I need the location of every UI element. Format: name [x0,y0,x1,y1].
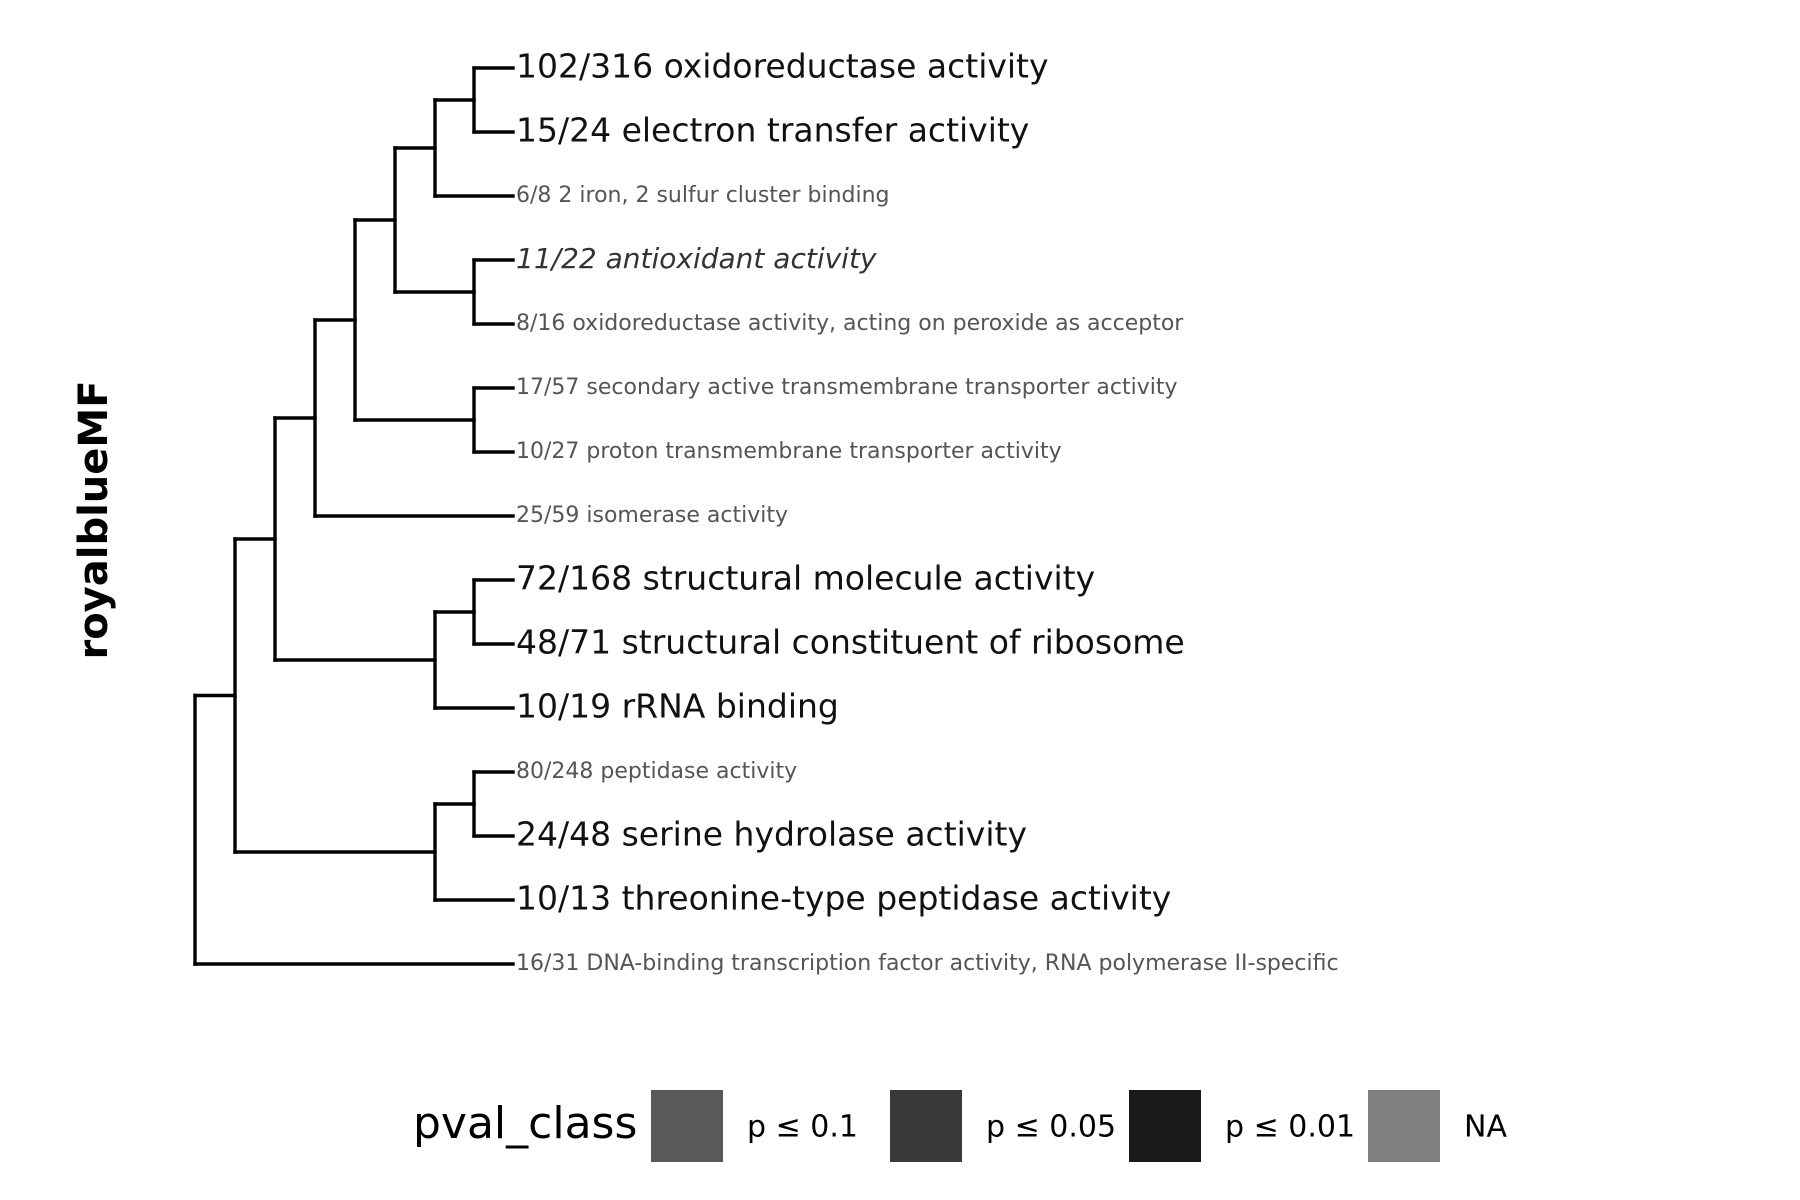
legend-item-label: p ≤ 0.1 [747,1110,858,1145]
legend-key [890,1090,962,1162]
term-labels: 102/316 oxidoreductase activity 15/24 ele… [516,47,1339,977]
term-label: 10/13 threonine-type peptidase activity [516,879,1171,918]
term-label: 72/168 structural molecule activity [516,559,1095,598]
legend-key [1368,1090,1440,1162]
term-label: 24/48 serine hydrolase activity [516,815,1027,854]
term-label: 11/22 antioxidant activity [516,242,877,275]
legend-item-label: p ≤ 0.01 [1225,1110,1355,1145]
term-label: 8/16 oxidoreductase activity, acting on … [516,311,1184,336]
legend-items: p ≤ 0.1 p ≤ 0.05 p ≤ 0.01 NA [651,1090,1507,1162]
y-axis-label: royalblueMF [71,380,117,659]
term-label: 6/8 2 iron, 2 sulfur cluster binding [516,183,890,208]
legend-key [651,1090,723,1162]
legend: pval_class p ≤ 0.1 p ≤ 0.05 p ≤ 0.01 NA [413,1090,1507,1162]
term-label: 17/57 secondary active transmembrane tra… [516,375,1178,400]
term-label: 80/248 peptidase activity [516,759,797,784]
term-label: 10/27 proton transmembrane transporter a… [516,439,1062,464]
tree-branches [193,66,515,966]
legend-item-label: NA [1464,1110,1507,1145]
legend-key [1129,1090,1201,1162]
term-label: 102/316 oxidoreductase activity [516,47,1049,86]
term-label: 25/59 isomerase activity [516,503,788,528]
term-label: 16/31 DNA-binding transcription factor a… [516,951,1339,976]
term-label: 48/71 structural constituent of ribosome [516,623,1185,662]
term-label: 10/19 rRNA binding [516,687,839,726]
legend-title: pval_class [413,1098,637,1149]
legend-item-label: p ≤ 0.05 [986,1110,1116,1145]
term-label: 15/24 electron transfer activity [516,111,1029,150]
